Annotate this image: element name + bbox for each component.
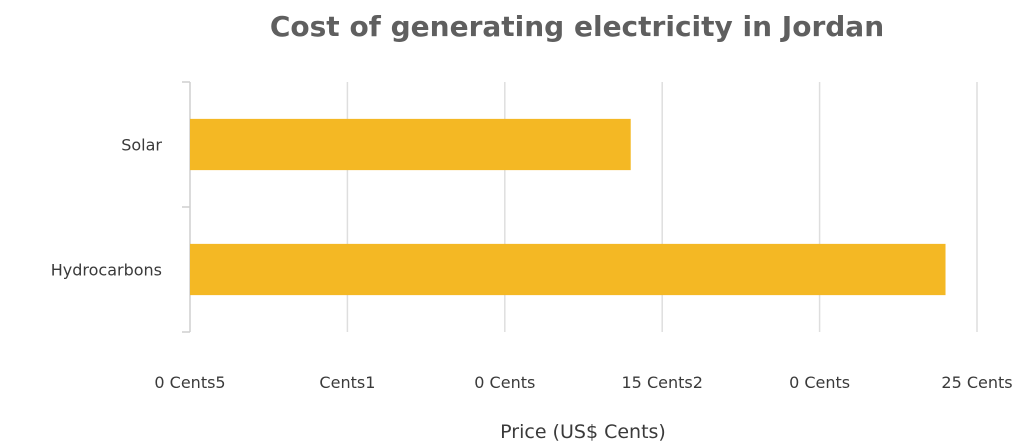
tick-label: 0 Cents (474, 373, 535, 392)
x-axis-title: Price (US$ Cents) (500, 421, 666, 443)
tick-label: Cents1 (319, 373, 375, 392)
category-labels: Solar Hydrocarbons (51, 136, 163, 280)
chart-title: Cost of generating electricity in Jordan (270, 10, 884, 43)
tick-label: 0 Cents (789, 373, 850, 392)
tick-labels: 0 Cents5 Cents1 0 Cents 15 Cents2 0 Cents 25 … (154, 373, 1012, 392)
tick-label: 25 Cents (941, 373, 1012, 392)
bar-hydrocarbons (190, 243, 946, 296)
category-label: Hydrocarbons (51, 261, 162, 280)
tick-label: 15 Cents2 (622, 373, 703, 392)
category-axis (182, 81, 191, 333)
category-label: Solar (121, 136, 162, 155)
bars (190, 118, 946, 296)
bar-solar (190, 118, 631, 171)
tick-label: 0 Cents5 (154, 373, 225, 392)
